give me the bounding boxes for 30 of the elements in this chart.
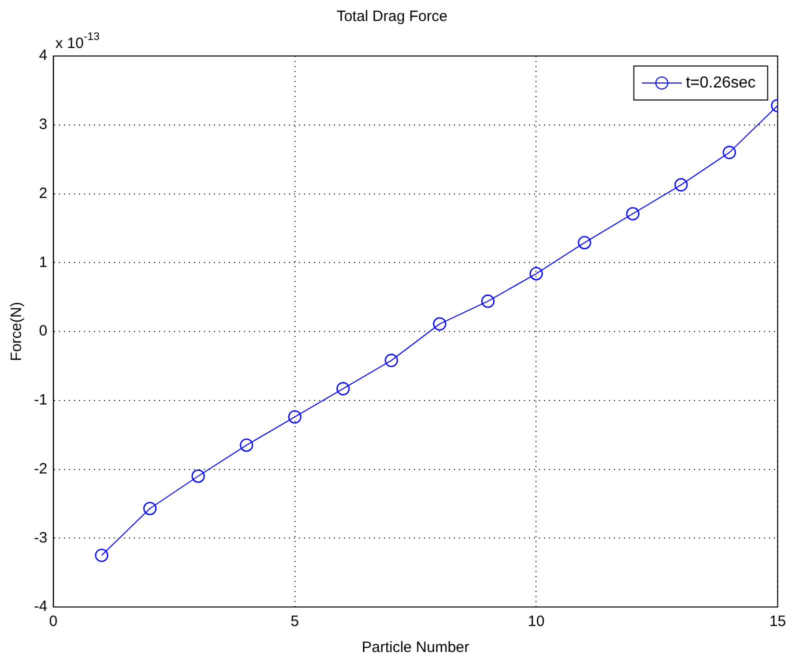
y-tick-label: 1 bbox=[38, 254, 48, 271]
point bbox=[432, 317, 446, 331]
y-tick-label: -2 bbox=[34, 460, 48, 478]
point bbox=[722, 146, 736, 160]
point bbox=[143, 502, 157, 516]
y-axis-title: Force(N) bbox=[8, 302, 26, 362]
y-tick-label: 2 bbox=[38, 184, 48, 202]
point bbox=[288, 410, 302, 424]
y-tick-label: -1 bbox=[34, 392, 48, 409]
point bbox=[626, 207, 640, 220]
chart-title: Total Drag Force bbox=[336, 8, 448, 26]
x-axis-title: Particle Number bbox=[362, 639, 470, 656]
y-tick-label: -3 bbox=[34, 529, 48, 546]
x-tick-label: 5 bbox=[290, 613, 299, 630]
legend-label: t=0.26sec bbox=[686, 74, 756, 92]
y-tick-label: 0 bbox=[38, 322, 48, 340]
point bbox=[578, 236, 592, 250]
point bbox=[336, 382, 350, 396]
y-tick-label: 4 bbox=[38, 47, 48, 64]
point bbox=[481, 294, 495, 308]
point bbox=[530, 266, 543, 280]
y-tick-label: -4 bbox=[34, 598, 48, 616]
point bbox=[94, 548, 108, 562]
point bbox=[240, 438, 254, 452]
y-tick-label: 3 bbox=[38, 116, 48, 134]
x-tick-label: 10 bbox=[528, 613, 545, 630]
x-tick-label: 15 bbox=[769, 613, 786, 630]
point bbox=[674, 178, 688, 192]
point bbox=[384, 354, 398, 368]
point bbox=[192, 469, 205, 483]
